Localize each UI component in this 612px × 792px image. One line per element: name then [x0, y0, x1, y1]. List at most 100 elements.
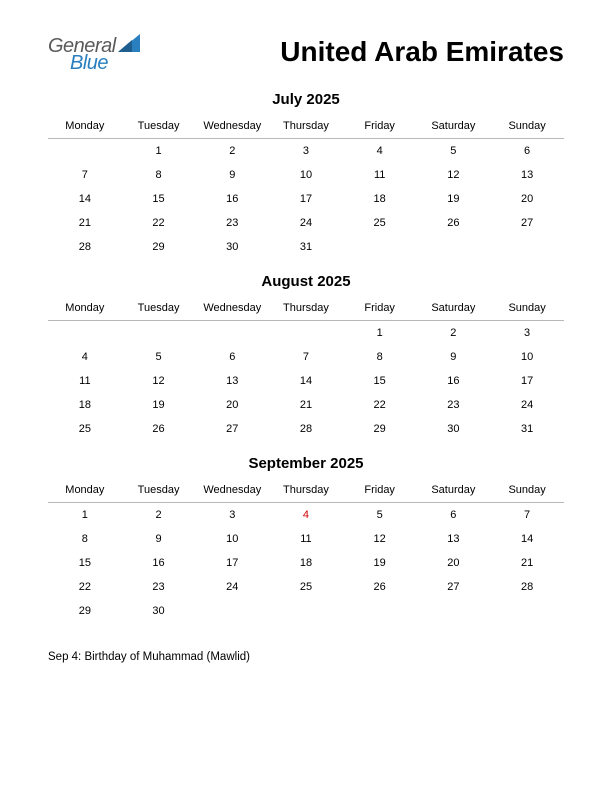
calendar-day: 23 [122, 575, 196, 599]
logo: General Blue [48, 28, 140, 73]
calendar-day: 20 [417, 551, 491, 575]
calendar-day: 19 [122, 393, 196, 417]
calendar-day: 11 [343, 163, 417, 187]
weekday-header: Tuesday [122, 296, 196, 321]
calendar-row: 45678910 [48, 345, 564, 369]
weekday-header: Monday [48, 114, 122, 139]
calendar-day: 18 [343, 187, 417, 211]
calendar-day: 17 [490, 369, 564, 393]
calendar-day: 1 [48, 503, 122, 528]
month-title: September 2025 [48, 455, 564, 472]
calendar-day: 3 [195, 503, 269, 528]
calendar-table: MondayTuesdayWednesdayThursdayFridaySatu… [48, 478, 564, 623]
calendar-day [490, 599, 564, 623]
calendar-day: 15 [343, 369, 417, 393]
calendar-day: 3 [269, 139, 343, 164]
calendar-row: 25262728293031 [48, 417, 564, 441]
calendar-day: 25 [343, 211, 417, 235]
calendar-day: 20 [490, 187, 564, 211]
calendar-day: 2 [417, 321, 491, 346]
calendar-day [343, 235, 417, 259]
weekday-header: Sunday [490, 114, 564, 139]
weekday-header: Thursday [269, 296, 343, 321]
calendar-day: 27 [417, 575, 491, 599]
month-block: September 2025 MondayTuesdayWednesdayThur… [48, 455, 564, 623]
logo-triangle-icon [118, 34, 140, 56]
calendar-row: 1234567 [48, 503, 564, 528]
calendar-day: 5 [343, 503, 417, 528]
calendar-row: 123456 [48, 139, 564, 164]
calendar-day: 24 [195, 575, 269, 599]
weekday-header: Thursday [269, 114, 343, 139]
weekday-header: Saturday [417, 296, 491, 321]
calendar-day: 31 [269, 235, 343, 259]
calendar-day: 7 [490, 503, 564, 528]
calendar-day: 12 [122, 369, 196, 393]
holidays-list: Sep 4: Birthday of Muhammad (Mawlid) [48, 651, 564, 663]
weekday-header: Sunday [490, 478, 564, 503]
calendar-day: 9 [417, 345, 491, 369]
calendar-day: 1 [343, 321, 417, 346]
calendar-day: 10 [195, 527, 269, 551]
header: General Blue United Arab Emirates [48, 28, 564, 73]
calendar-row: 14151617181920 [48, 187, 564, 211]
calendar-day [269, 321, 343, 346]
calendar-day: 22 [343, 393, 417, 417]
month-block: July 2025 MondayTuesdayWednesdayThursdayF… [48, 91, 564, 259]
calendar-day: 26 [122, 417, 196, 441]
calendar-table: MondayTuesdayWednesdayThursdayFridaySatu… [48, 296, 564, 441]
calendar-day: 13 [490, 163, 564, 187]
calendar-row: 18192021222324 [48, 393, 564, 417]
calendar-day: 6 [490, 139, 564, 164]
calendar-table: MondayTuesdayWednesdayThursdayFridaySatu… [48, 114, 564, 259]
calendar-day [417, 235, 491, 259]
calendar-row: 22232425262728 [48, 575, 564, 599]
calendar-day: 4 [343, 139, 417, 164]
calendar-day: 8 [343, 345, 417, 369]
month-title: August 2025 [48, 273, 564, 290]
calendar-day: 14 [490, 527, 564, 551]
calendar-day: 9 [122, 527, 196, 551]
weekday-header: Saturday [417, 114, 491, 139]
calendar-day: 15 [48, 551, 122, 575]
weekday-header: Friday [343, 114, 417, 139]
calendar-day: 2 [195, 139, 269, 164]
calendar-day: 6 [417, 503, 491, 528]
calendar-day: 22 [122, 211, 196, 235]
calendar-row: 21222324252627 [48, 211, 564, 235]
calendar-row: 891011121314 [48, 527, 564, 551]
calendar-day: 6 [195, 345, 269, 369]
logo-text-blue: Blue [70, 53, 108, 73]
weekday-header: Monday [48, 478, 122, 503]
weekday-header: Wednesday [195, 296, 269, 321]
calendar-day: 9 [195, 163, 269, 187]
calendar-day: 13 [417, 527, 491, 551]
calendar-day: 17 [195, 551, 269, 575]
month-title: July 2025 [48, 91, 564, 108]
weekday-header: Wednesday [195, 114, 269, 139]
calendar-day [48, 321, 122, 346]
calendar-day: 19 [417, 187, 491, 211]
calendar-day: 18 [269, 551, 343, 575]
calendar-day: 30 [417, 417, 491, 441]
calendar-day: 29 [343, 417, 417, 441]
calendar-day: 23 [417, 393, 491, 417]
calendar-day: 28 [48, 235, 122, 259]
calendar-day: 21 [269, 393, 343, 417]
month-block: August 2025 MondayTuesdayWednesdayThursda… [48, 273, 564, 441]
calendar-day: 21 [48, 211, 122, 235]
calendar-row: 78910111213 [48, 163, 564, 187]
weekday-header: Tuesday [122, 114, 196, 139]
calendar-day: 10 [269, 163, 343, 187]
calendar-day: 7 [269, 345, 343, 369]
holiday-entry: Sep 4: Birthday of Muhammad (Mawlid) [48, 651, 564, 663]
calendar-day: 14 [269, 369, 343, 393]
calendar-day [195, 321, 269, 346]
calendar-day: 24 [269, 211, 343, 235]
calendar-day: 5 [417, 139, 491, 164]
calendar-day: 4 [48, 345, 122, 369]
calendar-day [343, 599, 417, 623]
calendar-day: 5 [122, 345, 196, 369]
calendar-day: 16 [195, 187, 269, 211]
calendar-day: 30 [122, 599, 196, 623]
